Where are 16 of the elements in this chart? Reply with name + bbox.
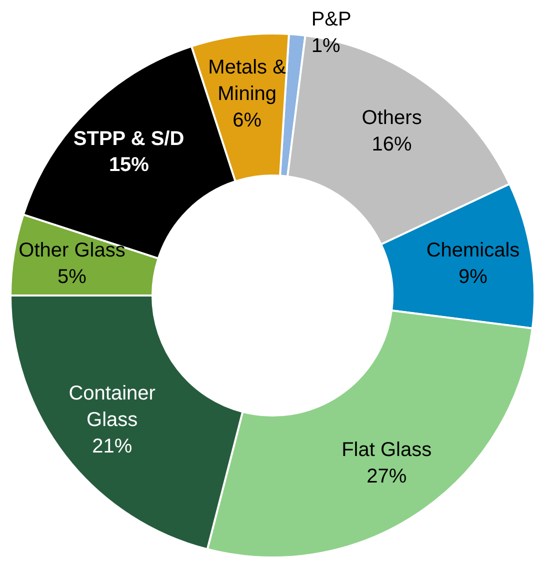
slice-label: Metals & Mining [208,56,287,106]
slice-label: Chemicals [426,240,520,262]
slice-label: Other Glass [18,240,126,262]
data-label: 6% [232,110,262,132]
data-label: 27% [366,466,407,488]
data-label: 5% [58,266,87,288]
data-label: 1% [311,34,340,57]
data-label: 16% [372,133,412,156]
data-label: 21% [92,435,132,458]
slice-label: P&P [311,8,352,30]
slice-label: STPP & S/D [73,128,184,150]
data-label: 9% [458,266,488,288]
slice-label: Container Glass [68,382,156,431]
data-label: 15% [108,154,150,176]
slice-label: Others [362,107,422,130]
slice-label: Flat Glass [342,439,432,462]
